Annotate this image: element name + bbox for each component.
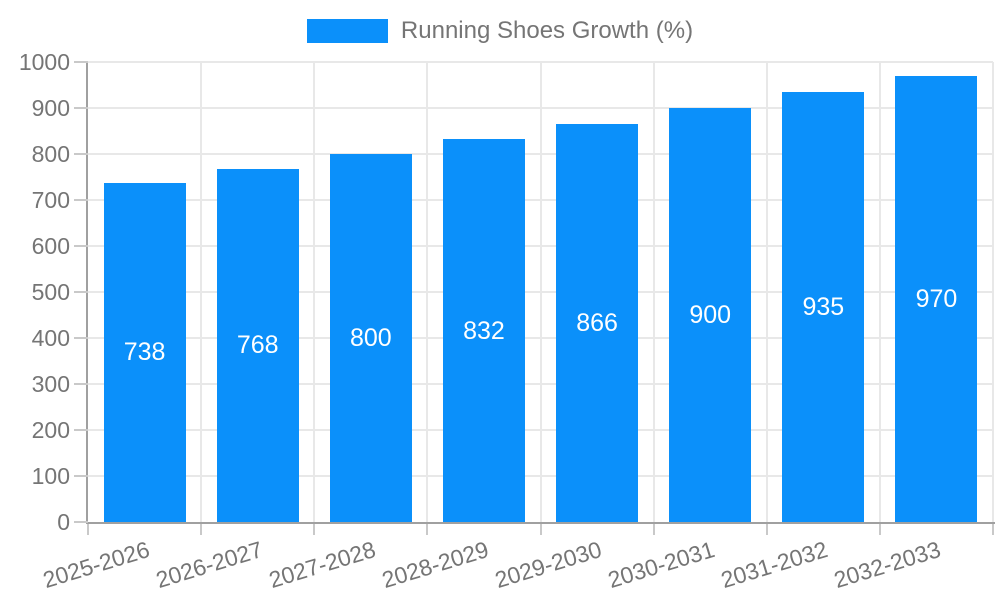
gridline-vertical bbox=[652, 62, 655, 522]
y-axis-tick bbox=[74, 521, 88, 523]
y-axis-tick bbox=[74, 199, 88, 201]
bar-value-label: 866 bbox=[576, 308, 618, 337]
bar-value-label: 832 bbox=[463, 316, 505, 345]
bar bbox=[103, 182, 186, 522]
x-axis-tick bbox=[426, 524, 429, 535]
legend: Running Shoes Growth (%) bbox=[0, 17, 1000, 45]
y-axis-tick bbox=[74, 61, 88, 63]
x-axis-tick-label: 2028-2029 bbox=[378, 536, 492, 594]
y-axis-tick bbox=[74, 475, 88, 477]
gridline-vertical bbox=[426, 62, 429, 522]
y-axis-tick bbox=[74, 337, 88, 339]
bar bbox=[669, 108, 752, 522]
y-axis-tick bbox=[74, 383, 88, 385]
bar-value-label: 768 bbox=[236, 331, 279, 360]
y-axis-tick bbox=[74, 429, 88, 431]
y-axis-tick-label: 0 bbox=[57, 509, 70, 535]
bar-value-label: 738 bbox=[123, 338, 166, 367]
x-axis-tick bbox=[200, 524, 203, 535]
y-axis-tick-label: 800 bbox=[31, 141, 70, 167]
gridline-vertical bbox=[765, 62, 768, 522]
y-axis-tick-label: 400 bbox=[31, 325, 70, 351]
legend-label: Running Shoes Growth (%) bbox=[400, 17, 694, 44]
y-axis-tick-label: 1000 bbox=[18, 49, 70, 75]
x-axis-line bbox=[86, 522, 995, 524]
gridline-vertical bbox=[878, 62, 881, 522]
bar-value-label: 970 bbox=[915, 284, 958, 313]
y-axis-tick-label: 700 bbox=[31, 187, 70, 213]
x-axis-tick bbox=[878, 524, 881, 535]
y-axis-line bbox=[86, 62, 88, 524]
bar bbox=[216, 168, 299, 522]
bar bbox=[556, 123, 639, 522]
y-axis-tick-label: 600 bbox=[31, 233, 70, 259]
plot-area: 738 768 800 832 866 900 935 970 bbox=[88, 61, 994, 522]
x-axis-tick bbox=[313, 524, 316, 535]
bar bbox=[895, 75, 978, 522]
x-axis-tick bbox=[539, 524, 542, 535]
y-axis-tick-label: 500 bbox=[31, 279, 70, 305]
x-axis-tick bbox=[87, 524, 89, 535]
x-axis-tick-label: 2032-2033 bbox=[831, 536, 945, 594]
gridline-vertical bbox=[539, 62, 542, 522]
bar bbox=[329, 154, 412, 522]
y-axis-tick bbox=[74, 153, 88, 155]
x-axis-tick bbox=[765, 524, 768, 535]
x-axis-tick bbox=[992, 524, 994, 535]
bar-value-label: 800 bbox=[349, 324, 392, 352]
gridline-vertical bbox=[200, 62, 203, 522]
x-axis-tick-label: 2030-2031 bbox=[604, 536, 718, 594]
y-axis-tick bbox=[74, 107, 88, 109]
x-axis-tick bbox=[652, 524, 655, 535]
gridline-vertical bbox=[992, 62, 994, 522]
x-axis-tick-label: 2031-2032 bbox=[718, 536, 831, 594]
x-axis-tick-label: 2026-2027 bbox=[152, 536, 266, 594]
bar-value-label: 900 bbox=[689, 301, 732, 329]
y-axis-tick bbox=[74, 291, 88, 293]
bar bbox=[782, 91, 865, 522]
y-axis-tick bbox=[74, 245, 88, 247]
y-axis-tick-label: 200 bbox=[31, 417, 70, 443]
y-axis-tick-label: 100 bbox=[31, 463, 70, 489]
x-axis-tick-label: 2025-2026 bbox=[39, 536, 153, 594]
gridline-vertical bbox=[313, 62, 316, 522]
legend-swatch bbox=[306, 19, 388, 43]
x-axis-tick-label: 2029-2030 bbox=[491, 536, 605, 594]
bar-value-label: 935 bbox=[802, 292, 845, 321]
bar bbox=[442, 139, 525, 522]
y-axis-tick-label: 900 bbox=[31, 95, 70, 121]
y-axis-tick-label: 300 bbox=[31, 371, 70, 397]
x-axis-tick-label: 2027-2028 bbox=[265, 536, 379, 594]
